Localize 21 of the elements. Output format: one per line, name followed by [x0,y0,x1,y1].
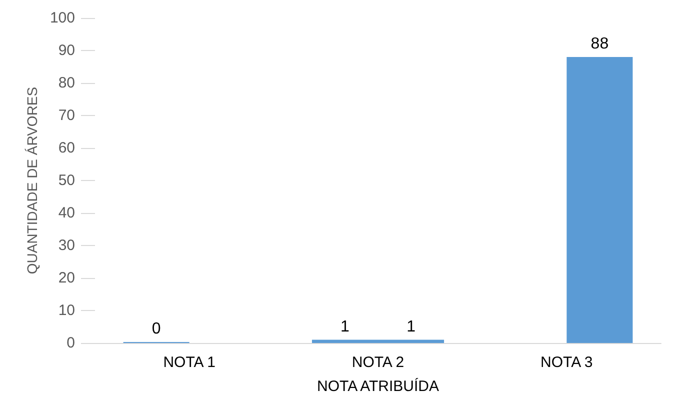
data-label: 88 [590,36,609,52]
y-tick-label: 100 [50,10,75,26]
x-tick-label: NOTA 2 [352,354,404,371]
y-tick-label: 70 [58,107,75,124]
x-axis-title: NOTA ATRIBUÍDA [317,377,439,395]
data-label: 0 [152,320,161,338]
y-tick-label: 50 [58,172,75,189]
y-tick-label: 80 [58,74,75,92]
y-tick-label: 90 [58,42,75,59]
y-tick-label: 60 [58,140,75,156]
y-tick-label: 0 [66,334,75,352]
x-tick-label: NOTA 3 [540,354,593,371]
bar [566,57,633,343]
y-tick-label: 20 [58,270,75,286]
y-tick-label: 40 [58,204,75,222]
y-tick-label: 10 [58,302,75,319]
data-label: 1 [406,318,416,336]
data-label: 1 [340,318,350,336]
y-tick-label: 30 [58,237,75,254]
x-tick-label: NOTA 1 [163,354,216,371]
y-axis-title: QUANTIDADE DE ÁRVORES [24,86,40,274]
